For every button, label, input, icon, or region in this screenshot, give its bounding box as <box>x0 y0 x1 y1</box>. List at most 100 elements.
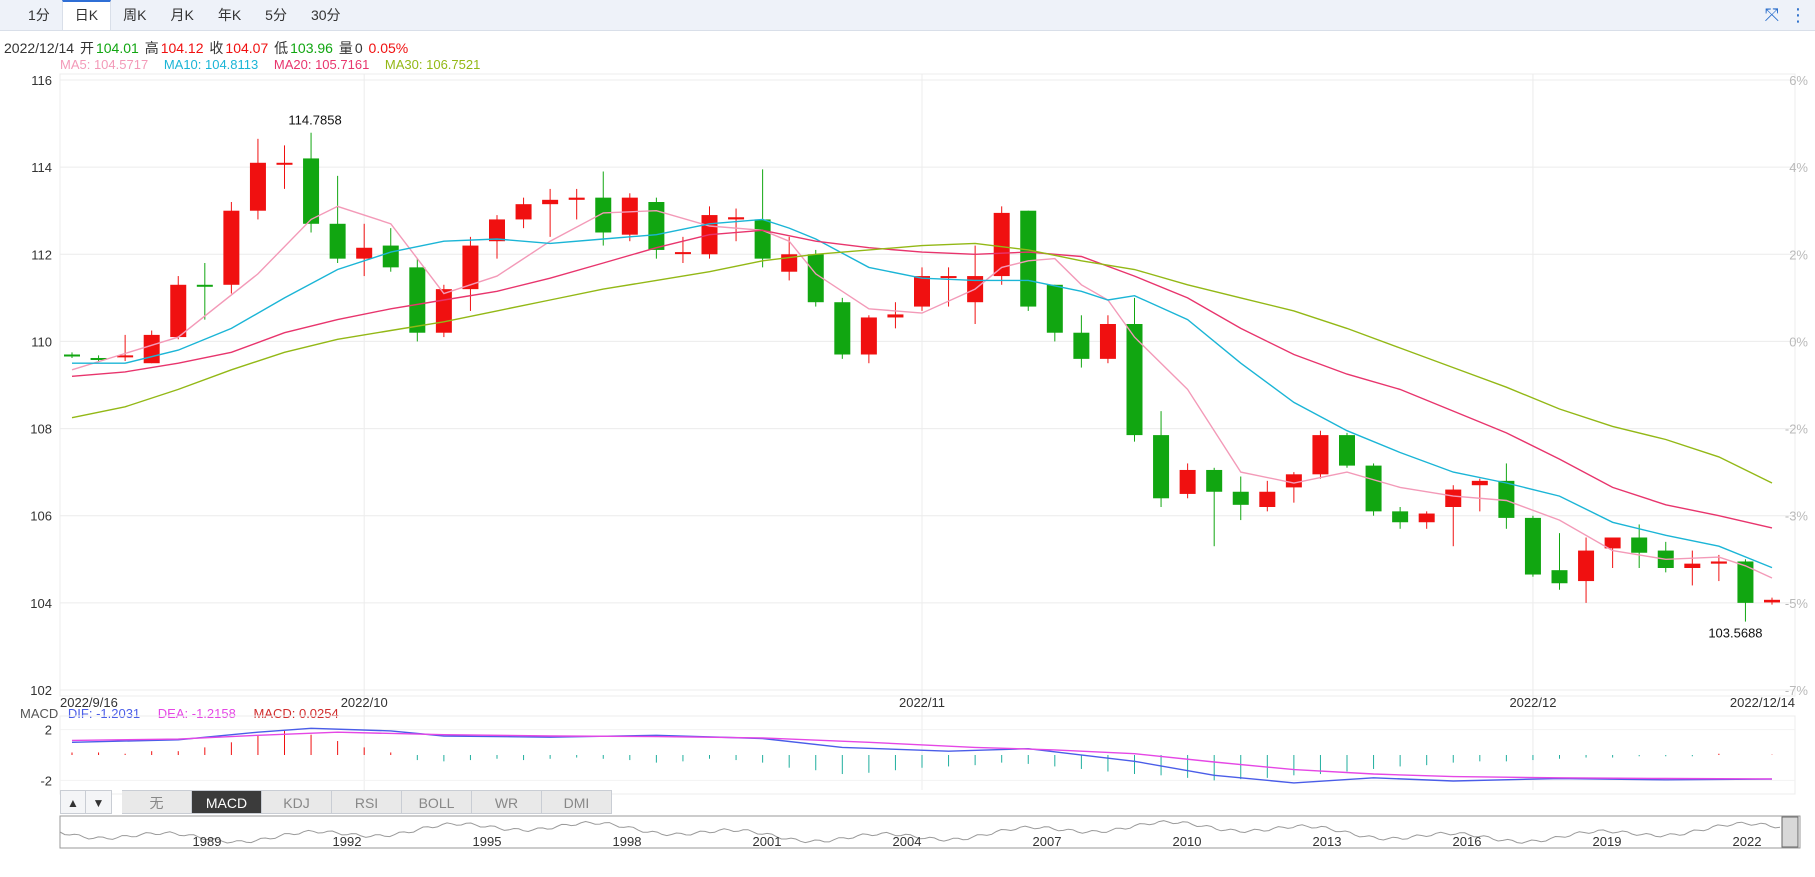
high-value: 104.12 <box>160 40 204 56</box>
candle-body <box>117 355 134 358</box>
candle-body <box>515 204 532 220</box>
open-label: 开 <box>79 40 94 56</box>
indicator-tab-0[interactable]: 无 <box>122 790 192 814</box>
candle-body <box>940 276 957 279</box>
indicator-tab-1[interactable]: MACD <box>192 790 262 814</box>
max-price-annotation: 114.7858 <box>288 113 341 128</box>
candle-body <box>1578 550 1595 582</box>
dif-line <box>71 727 1773 784</box>
y-right-tick-label: 2% <box>1789 247 1808 262</box>
candle-body <box>64 354 80 357</box>
more-vertical-icon[interactable]: ⋮ <box>1789 5 1807 25</box>
candle-body <box>1020 210 1037 307</box>
x-tick-label: 2022/12 <box>1509 695 1556 710</box>
indicator-tab-2[interactable]: KDJ <box>262 790 332 814</box>
candle-body <box>621 197 638 235</box>
x-tick-label: 2022/12/14 <box>1730 695 1795 710</box>
indicator-tab-4[interactable]: BOLL <box>402 790 472 814</box>
candle-body <box>409 267 426 333</box>
quote-summary: 2022/12/14 开 104.01 高 104.12 收 104.07 低 103.… <box>4 38 410 58</box>
tab-2[interactable]: 周K <box>123 7 147 23</box>
candle-body <box>1764 599 1780 603</box>
candle-body <box>914 276 930 307</box>
candle-body <box>807 254 824 303</box>
open-value: 104.01 <box>95 40 139 56</box>
candle-body <box>1285 474 1302 488</box>
overview-year-label: 2019 <box>1593 834 1622 849</box>
tab-1[interactable]: 日K <box>61 0 112 30</box>
macd-legend-label: MACD <box>20 706 59 721</box>
collapse-icon[interactable]: ⤧ <box>1764 5 1779 25</box>
y-right-tick-label: 4% <box>1789 160 1808 175</box>
ma30-legend: MA30: 106.7521 <box>384 57 481 72</box>
overview-year-label: 2001 <box>753 834 782 849</box>
candle-body <box>1604 537 1621 549</box>
candle-body <box>542 199 559 205</box>
candle-body <box>223 210 240 285</box>
overview-year-label: 2016 <box>1453 834 1482 849</box>
ma10-legend: MA10: 104.8113 <box>163 57 259 72</box>
ma-line-ma30 <box>71 242 1773 484</box>
candle-body <box>462 245 479 290</box>
y-tick-label: 112 <box>31 247 52 262</box>
y-right-tick-label: -5% <box>1785 596 1809 611</box>
candle-body <box>90 357 107 360</box>
candle-body <box>1551 570 1568 584</box>
overview-year-label: 2010 <box>1173 834 1202 849</box>
candle-body <box>1737 561 1754 603</box>
tab-5[interactable]: 5分 <box>265 7 287 23</box>
tab-6[interactable]: 30分 <box>310 7 341 23</box>
timeframe-toolbar: 1分 日K 周K 月K 年K 5分 30分 ⤧ ⋮ <box>0 0 1815 31</box>
candle-body <box>1684 563 1701 568</box>
candle-body <box>834 302 851 355</box>
candle-body <box>1365 465 1382 512</box>
candle-body <box>1471 480 1488 486</box>
x-tick-label: 2022/9/16 <box>60 695 118 710</box>
macd-y-tick-label: -2 <box>40 773 52 788</box>
candle-body <box>1524 517 1541 575</box>
overview-year-label: 1989 <box>193 834 222 849</box>
dea-legend: DEA: -1.2158 <box>157 706 236 721</box>
close-value: 104.07 <box>225 40 269 56</box>
y-tick-label: 116 <box>31 73 52 88</box>
ma-legend: MA5: 104.5717 MA10: 104.8113 MA20: 105.7… <box>60 57 492 72</box>
indicator-tab-6[interactable]: DMI <box>542 790 612 814</box>
toolbar-icons: ⤧ ⋮ <box>1765 5 1807 25</box>
close-label: 收 <box>209 40 224 56</box>
candle-body <box>1099 324 1116 359</box>
candle-body <box>860 317 877 355</box>
candle-body <box>754 219 771 259</box>
tab-4[interactable]: 年K <box>217 7 242 23</box>
dea-line <box>71 731 1773 780</box>
candle-body <box>1312 435 1329 475</box>
tab-0[interactable]: 1分 <box>28 7 50 23</box>
candle-body <box>1418 513 1435 523</box>
x-tick-label: 2022/11 <box>899 695 945 710</box>
tab-3[interactable]: 月K <box>170 7 194 23</box>
y-right-tick-label: 0% <box>1789 334 1808 349</box>
candle-body <box>303 158 320 224</box>
low-value: 103.96 <box>290 40 333 56</box>
y-tick-label: 114 <box>31 160 52 175</box>
y-right-tick-label: -7% <box>1785 683 1809 698</box>
candle-body <box>143 334 160 364</box>
overview-series-line <box>59 820 1781 844</box>
scroll-down-button[interactable]: ▼ <box>86 790 112 814</box>
overview-year-label: 2004 <box>893 834 922 849</box>
y-right-tick-label: 6% <box>1789 73 1808 88</box>
scroll-up-button[interactable]: ▲ <box>60 790 86 814</box>
candle-body <box>1259 491 1276 507</box>
candle-body <box>1392 511 1409 523</box>
dif-legend: DIF: -1.2031 <box>67 706 141 721</box>
macd-y-tick-label: 2 <box>45 723 52 738</box>
change-value: 0.05% <box>368 40 409 56</box>
candle-body <box>568 197 585 200</box>
candle-body <box>993 212 1010 277</box>
overview-year-label: 2007 <box>1033 834 1062 849</box>
candle-body <box>1232 491 1249 505</box>
indicator-tab-3[interactable]: RSI <box>332 790 402 814</box>
candle-body <box>1445 489 1462 507</box>
y-tick-label: 104 <box>30 596 52 611</box>
indicator-tab-5[interactable]: WR <box>472 790 542 814</box>
